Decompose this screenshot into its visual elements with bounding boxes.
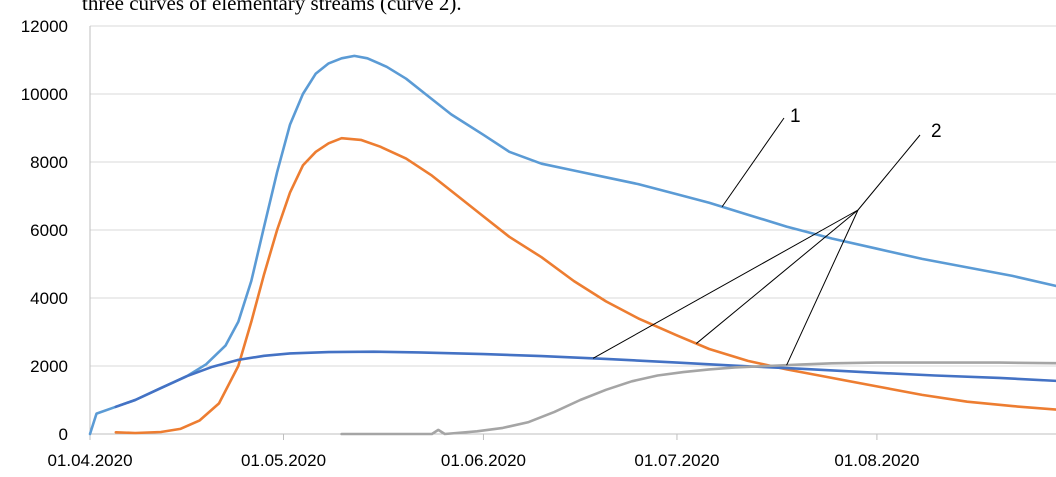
y-tick-label-6: 12000 — [21, 17, 68, 36]
annotation-leader-2-stem — [857, 134, 921, 211]
figure-caption: three curves of elementary streams (curv… — [82, 0, 462, 15]
annotation-label-1: 1 — [790, 106, 801, 127]
y-tick-label-0: 0 — [59, 425, 68, 444]
y-tick-label-3: 6000 — [30, 221, 68, 240]
annotation-leader-2-1 — [695, 209, 859, 344]
y-tick-label-4: 8000 — [30, 153, 68, 172]
x-tick-label-3: 01.07.2020 — [634, 451, 719, 470]
series-line-0 — [88, 54, 1056, 436]
x-tick-label-0: 01.04.2020 — [47, 451, 132, 470]
y-tick-label-1: 2000 — [30, 357, 68, 376]
x-tick-label-1: 01.05.2020 — [241, 451, 326, 470]
annotation-leader-2-2 — [786, 209, 859, 366]
y-tick-label-5: 10000 — [21, 85, 68, 104]
series-line-3 — [340, 361, 1056, 436]
x-tick-label-2: 01.06.2020 — [441, 451, 526, 470]
series-line-2 — [114, 350, 1056, 409]
annotation-leader-2-0 — [592, 209, 859, 359]
annotation-leader-1-0 — [721, 117, 785, 208]
y-tick-label-2: 4000 — [30, 289, 68, 308]
annotation-label-2: 2 — [931, 121, 942, 142]
x-tick-label-4: 01.08.2020 — [834, 451, 919, 470]
series-line-1 — [114, 136, 1056, 435]
